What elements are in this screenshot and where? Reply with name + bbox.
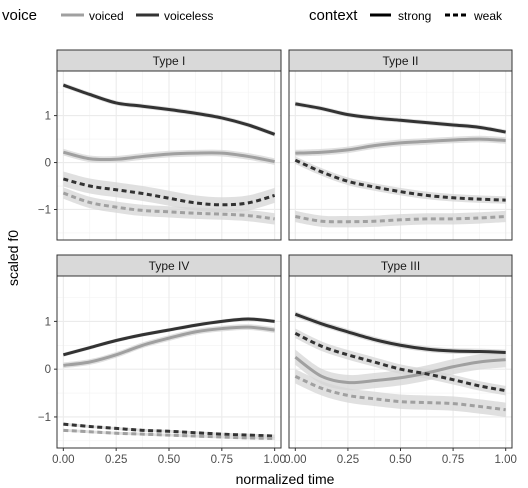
legend: voice voiced voiceless context strong we… bbox=[2, 7, 503, 24]
y-axis-title: scaled f0 bbox=[5, 230, 21, 286]
series-line-voiced-weak bbox=[63, 428, 275, 440]
legend-label-weak: weak bbox=[473, 9, 503, 23]
y-tick-label: −1 bbox=[38, 204, 51, 216]
series-line-voiced-weak bbox=[62, 191, 275, 221]
panel-1: Type I −1 0 1 bbox=[38, 49, 282, 241]
confidence-ribbon-voiceless-strong bbox=[63, 317, 275, 357]
y-tick-label: 0 bbox=[45, 364, 51, 376]
series-line-voiced-strong bbox=[295, 137, 506, 155]
x-tick-label: 0.25 bbox=[337, 454, 359, 466]
y-tick-label: −1 bbox=[38, 412, 51, 424]
x-tick-label: 1.00 bbox=[494, 454, 516, 466]
legend-title-context: context bbox=[309, 7, 358, 24]
plot-content bbox=[57, 276, 281, 448]
series-line-voiced-weak bbox=[294, 374, 506, 412]
confidence-ribbon-voiced-strong bbox=[295, 349, 506, 391]
legend-title-voice: voice bbox=[2, 7, 37, 24]
panel-title: Type II bbox=[382, 54, 418, 68]
series-line-voiceless-weak bbox=[294, 331, 506, 393]
x-tick-label: 0.50 bbox=[158, 454, 180, 466]
series-line-voiceless-weak bbox=[294, 158, 506, 202]
panel-4: Type III 0.00 0.25 0.50 0.75 1.00 bbox=[284, 254, 517, 466]
panel-border bbox=[288, 70, 513, 241]
y-tick-label: 1 bbox=[45, 316, 51, 328]
confidence-ribbon-voiceless-weak bbox=[63, 171, 275, 213]
confidence-ribbon-voiced-weak bbox=[63, 187, 275, 225]
series-line-voiceless-strong bbox=[62, 83, 276, 136]
y-tick-label: 0 bbox=[45, 158, 51, 170]
confidence-ribbon-voiceless-weak bbox=[295, 156, 506, 204]
series-line-voiced-strong bbox=[294, 356, 506, 385]
x-tick-label: 0.50 bbox=[389, 454, 411, 466]
x-tick-label: 1.00 bbox=[263, 454, 285, 466]
plot-content bbox=[289, 276, 512, 448]
confidence-ribbon-voiced-strong bbox=[63, 324, 275, 369]
panel-3: Type IV −1 0 1 0.00 0.25 0.50 0.75 1.00 bbox=[38, 254, 286, 466]
y-tick-label: 1 bbox=[45, 111, 51, 123]
series-line-voiced-weak bbox=[295, 215, 506, 224]
panel-title: Type III bbox=[381, 259, 420, 273]
legend-label-strong: strong bbox=[398, 9, 431, 23]
panels: Type I −1 0 1 Type II Type IV −1 0 1 0.00 0.25 0.50… bbox=[38, 49, 517, 466]
series-line-voiceless-strong bbox=[294, 312, 506, 354]
series-line-voiceless-strong bbox=[62, 317, 275, 357]
series-line-voiceless-weak bbox=[63, 422, 275, 438]
x-tick-label: 0.00 bbox=[52, 454, 74, 466]
x-tick-label: 0.25 bbox=[105, 454, 127, 466]
plot-content bbox=[289, 71, 512, 240]
series-line-voiceless-weak bbox=[62, 177, 276, 207]
x-tick-label: 0.00 bbox=[284, 454, 306, 466]
panel-title: Type IV bbox=[149, 259, 190, 273]
legend-label-voiced: voiced bbox=[89, 9, 124, 23]
x-tick-label: 0.75 bbox=[442, 454, 464, 466]
series-line-voiced-strong bbox=[63, 325, 275, 367]
panel-title: Type I bbox=[153, 54, 186, 68]
legend-label-voiceless: voiceless bbox=[164, 9, 213, 23]
series-line-voiceless-strong bbox=[295, 102, 506, 134]
series-line-voiced-strong bbox=[62, 150, 275, 164]
x-tick-label: 0.75 bbox=[211, 454, 233, 466]
panel-2: Type II bbox=[288, 49, 513, 241]
panel-border bbox=[56, 70, 282, 241]
x-axis-title: normalized time bbox=[236, 471, 335, 487]
plot-content bbox=[57, 71, 281, 240]
